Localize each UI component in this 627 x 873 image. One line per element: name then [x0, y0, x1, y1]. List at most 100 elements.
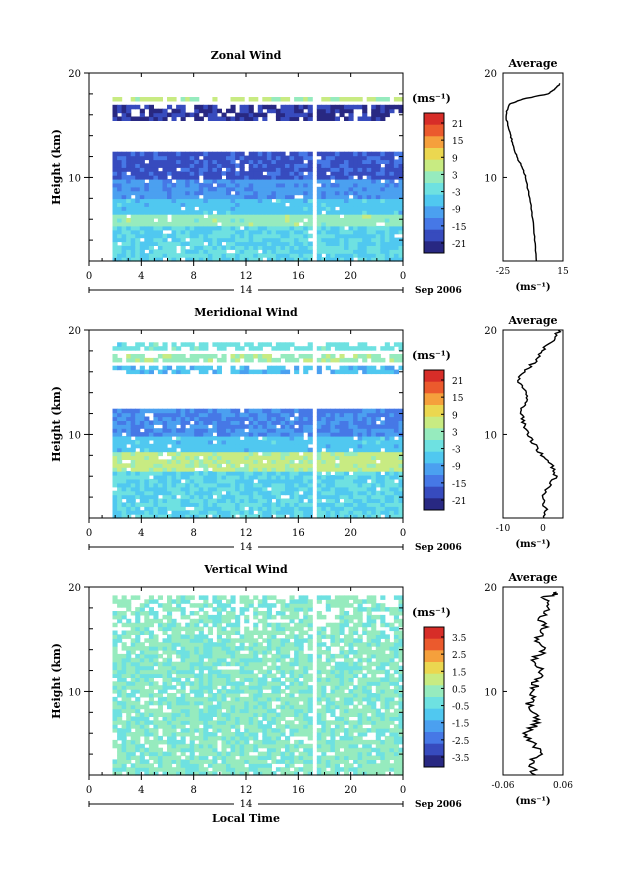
- heatmap-cell: [112, 467, 118, 472]
- heatmap-cell: [298, 463, 304, 468]
- heatmap-cell: [235, 357, 241, 363]
- heatmap-cell: [266, 482, 272, 488]
- heatmap-cell: [148, 432, 154, 437]
- heatmap-cell: [121, 735, 127, 741]
- heatmap-cell: [180, 190, 186, 196]
- heatmap-cell: [384, 514, 390, 519]
- heatmap-cell: [280, 354, 286, 359]
- heatmap-cell: [194, 771, 200, 776]
- heatmap-cell: [167, 704, 173, 710]
- heatmap-cell: [344, 241, 350, 246]
- heatmap-cell: [194, 498, 200, 503]
- heatmap-cell: [307, 439, 313, 445]
- heatmap-cell: [280, 490, 286, 496]
- heatmap-cell: [203, 257, 209, 262]
- heatmap-cell: [244, 229, 250, 235]
- heatmap-cell: [216, 202, 222, 207]
- heatmap-cell: [157, 354, 163, 359]
- heatmap-cell: [176, 443, 182, 449]
- heatmap-cell: [248, 233, 254, 239]
- heatmap-cell: [230, 432, 236, 437]
- heatmap-cell: [162, 408, 168, 414]
- heatmap-cell: [189, 622, 195, 628]
- heatmap-cell: [384, 97, 390, 102]
- heatmap-cell: [398, 463, 404, 468]
- heatmap-cell: [275, 494, 281, 500]
- heatmap-cell: [371, 214, 377, 219]
- heatmap-cell: [139, 642, 145, 647]
- heatmap-cell: [257, 171, 263, 176]
- colorbar-segment: [424, 492, 444, 496]
- heatmap-cell: [167, 622, 173, 628]
- heatmap-cell: [375, 214, 381, 219]
- heatmap-cell: [112, 646, 118, 651]
- heatmap-cell: [126, 724, 132, 729]
- heatmap-cell: [162, 432, 168, 437]
- heatmap-cell: [162, 689, 168, 694]
- heatmap-cell: [157, 214, 163, 219]
- heatmap-cell: [139, 607, 145, 612]
- heatmap-cell: [348, 155, 354, 161]
- heatmap-cell: [203, 759, 209, 764]
- heatmap-cell: [216, 342, 222, 347]
- heatmap-cell: [307, 346, 313, 351]
- heatmap-cell: [389, 257, 395, 262]
- x-tick-label: 20: [344, 271, 357, 282]
- heatmap-cell: [339, 182, 345, 188]
- heatmap-cell: [139, 408, 145, 414]
- heatmap-cell: [121, 249, 127, 254]
- heatmap-cell: [362, 455, 368, 460]
- heatmap-cell: [239, 439, 245, 445]
- heatmap-cell: [271, 447, 277, 453]
- heatmap-cell: [366, 194, 372, 200]
- heatmap-cell: [266, 237, 272, 243]
- heatmap-cell: [285, 502, 291, 507]
- heatmap-cell: [171, 490, 177, 496]
- heatmap-cell: [135, 665, 141, 671]
- colorbar-segment: [424, 489, 444, 493]
- heatmap-cell: [226, 159, 232, 164]
- heatmap-cell: [139, 622, 145, 628]
- heatmap-cell: [353, 424, 359, 429]
- heatmap-cell: [303, 494, 309, 500]
- heatmap-cell: [130, 408, 136, 414]
- heatmap-cell: [353, 498, 359, 503]
- heatmap-cell: [362, 237, 368, 243]
- heatmap-cell: [130, 638, 136, 643]
- heatmap-cell: [244, 182, 250, 188]
- heatmap-cell: [393, 455, 399, 460]
- heatmap-cell: [316, 494, 322, 500]
- heatmap-cell: [248, 108, 254, 114]
- heatmap-cell: [112, 459, 118, 464]
- heatmap-cell: [266, 202, 272, 207]
- heatmap-cell: [221, 412, 227, 418]
- heatmap-cell: [198, 771, 204, 776]
- heatmap-cell: [380, 439, 386, 445]
- heatmap-cell: [303, 486, 309, 492]
- heatmap-cell: [303, 447, 309, 453]
- heatmap-cell: [316, 471, 322, 476]
- heatmap-cell: [171, 249, 177, 254]
- heatmap-cell: [135, 720, 141, 725]
- heatmap-cell: [162, 650, 168, 655]
- heatmap-cell: [262, 194, 268, 200]
- heatmap-cell: [348, 467, 354, 472]
- heatmap-cell: [153, 482, 159, 488]
- x-tick-label: 8: [190, 528, 196, 539]
- heatmap-cell: [198, 661, 204, 667]
- heatmap-cell: [148, 241, 154, 246]
- heatmap-cell: [126, 498, 132, 503]
- heatmap-cell: [130, 677, 136, 682]
- heatmap-cell: [194, 685, 200, 690]
- heatmap-cell: [171, 506, 177, 511]
- heatmap-cell: [344, 151, 350, 157]
- heatmap-cell: [344, 179, 350, 184]
- heatmap-cell: [344, 514, 350, 519]
- heatmap-cell: [176, 354, 182, 359]
- heatmap-cell: [135, 653, 141, 659]
- heatmap-cell: [194, 634, 200, 639]
- heatmap-cell: [344, 439, 350, 445]
- heatmap-cell: [148, 696, 154, 702]
- heatmap-cell: [334, 229, 340, 235]
- heatmap-cell: [384, 467, 390, 472]
